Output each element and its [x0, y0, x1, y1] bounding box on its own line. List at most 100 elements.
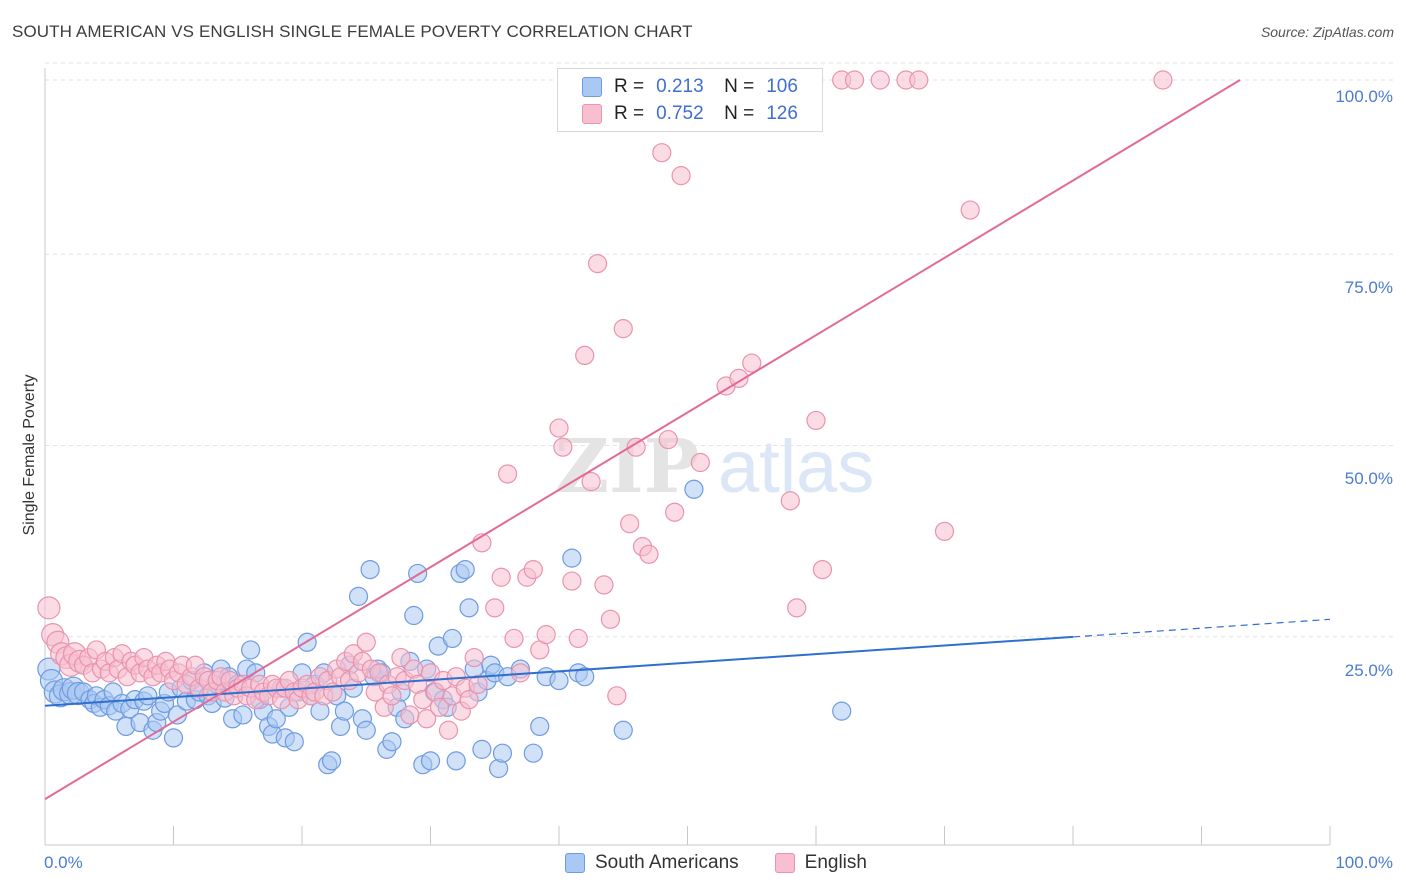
data-point	[594, 575, 614, 595]
n-value: 106	[766, 76, 798, 97]
data-point	[562, 548, 582, 568]
data-point	[568, 628, 588, 649]
stats-row-english: R = 0.752 N = 126	[582, 102, 798, 126]
data-point	[321, 751, 342, 771]
data-point	[960, 200, 980, 220]
data-point	[360, 559, 380, 580]
data-point	[492, 743, 513, 763]
r-label: R =	[614, 76, 645, 97]
data-point	[464, 647, 484, 668]
data-point	[382, 732, 402, 752]
pink-swatch	[582, 104, 602, 124]
data-point	[581, 472, 601, 492]
data-point	[600, 609, 621, 629]
stats-row-south-americans: R = 0.213 N = 106	[582, 75, 798, 99]
data-point	[787, 598, 807, 618]
data-point	[348, 586, 369, 606]
data-point	[233, 705, 253, 725]
data-point	[37, 596, 61, 620]
data-point	[665, 502, 685, 522]
y-tick-75: 75.0%	[1344, 278, 1393, 297]
blue-swatch	[582, 77, 602, 97]
data-point	[549, 418, 569, 438]
y-tick-100: 100.0%	[1335, 87, 1393, 106]
data-point	[639, 544, 659, 564]
data-point	[536, 625, 556, 645]
data-point	[163, 728, 184, 748]
r-value: 0.213	[656, 76, 704, 97]
data-point	[284, 732, 304, 752]
data-point	[485, 598, 505, 618]
data-point	[400, 705, 420, 725]
legend-south-americans[interactable]: South Americans	[565, 852, 739, 874]
data-point	[806, 410, 826, 431]
trend-line-south-americans	[44, 635, 1074, 707]
data-point	[498, 464, 518, 484]
legend: South Americans English	[565, 852, 903, 874]
data-point	[459, 690, 479, 710]
data-point	[729, 368, 749, 388]
data-point	[671, 166, 691, 186]
data-point	[504, 628, 524, 649]
trend-line-south-americans-extension	[1072, 618, 1331, 638]
data-point	[468, 674, 488, 694]
data-point	[491, 567, 511, 587]
axes	[44, 68, 1331, 846]
data-point	[334, 701, 355, 721]
data-point	[613, 319, 633, 339]
data-point	[356, 720, 376, 740]
trend-line-english	[44, 79, 1241, 800]
data-point	[575, 667, 595, 687]
data-point	[934, 521, 955, 541]
data-point	[575, 345, 595, 365]
watermark-zip: ZIP	[555, 424, 699, 510]
n-value: 126	[766, 103, 798, 124]
data-point	[523, 743, 543, 763]
legend-english[interactable]: English	[774, 852, 867, 874]
n-label: N =	[724, 76, 755, 97]
series-english	[37, 70, 1173, 740]
data-point	[607, 686, 627, 706]
data-point	[356, 632, 376, 652]
trend-lines	[44, 79, 1331, 800]
x-tick-0: 0.0%	[44, 853, 83, 872]
data-point	[472, 739, 492, 759]
data-point	[613, 720, 633, 740]
y-tick-50: 50.0%	[1344, 469, 1393, 488]
data-point	[587, 254, 608, 274]
data-point	[844, 70, 865, 90]
data-point	[446, 751, 466, 771]
data-point	[266, 709, 286, 729]
data-point	[620, 514, 640, 534]
data-point	[658, 429, 678, 450]
r-value: 0.752	[656, 103, 704, 124]
data-point	[442, 628, 462, 649]
data-point	[241, 640, 261, 660]
data-point	[438, 720, 459, 740]
legend-pink-swatch	[774, 853, 795, 873]
y-axis-label: Single Female Poverty	[21, 374, 38, 536]
legend-blue-swatch	[565, 853, 585, 873]
source-label: Source: ZipAtlas.com	[1260, 24, 1394, 40]
data-point	[553, 437, 573, 457]
watermark: ZIP atlas	[555, 424, 874, 510]
stats-box: R = 0.213 N = 106 R = 0.752 N = 126	[557, 68, 823, 132]
data-point	[429, 697, 450, 717]
data-point	[832, 701, 852, 721]
data-point	[530, 716, 550, 737]
grid-lines	[45, 62, 1395, 638]
data-point	[909, 70, 929, 90]
data-point	[684, 479, 704, 499]
r-label: R =	[614, 103, 645, 124]
data-point	[455, 559, 475, 580]
data-point	[626, 437, 646, 457]
legend-label: English	[804, 852, 867, 873]
data-point	[417, 709, 437, 729]
chart-title: SOUTH AMERICAN VS ENGLISH SINGLE FEMALE …	[12, 22, 693, 41]
data-point	[690, 452, 710, 473]
data-point	[523, 559, 543, 580]
y-tick-25: 25.0%	[1344, 661, 1393, 680]
data-point	[391, 647, 411, 668]
data-point	[404, 605, 424, 626]
